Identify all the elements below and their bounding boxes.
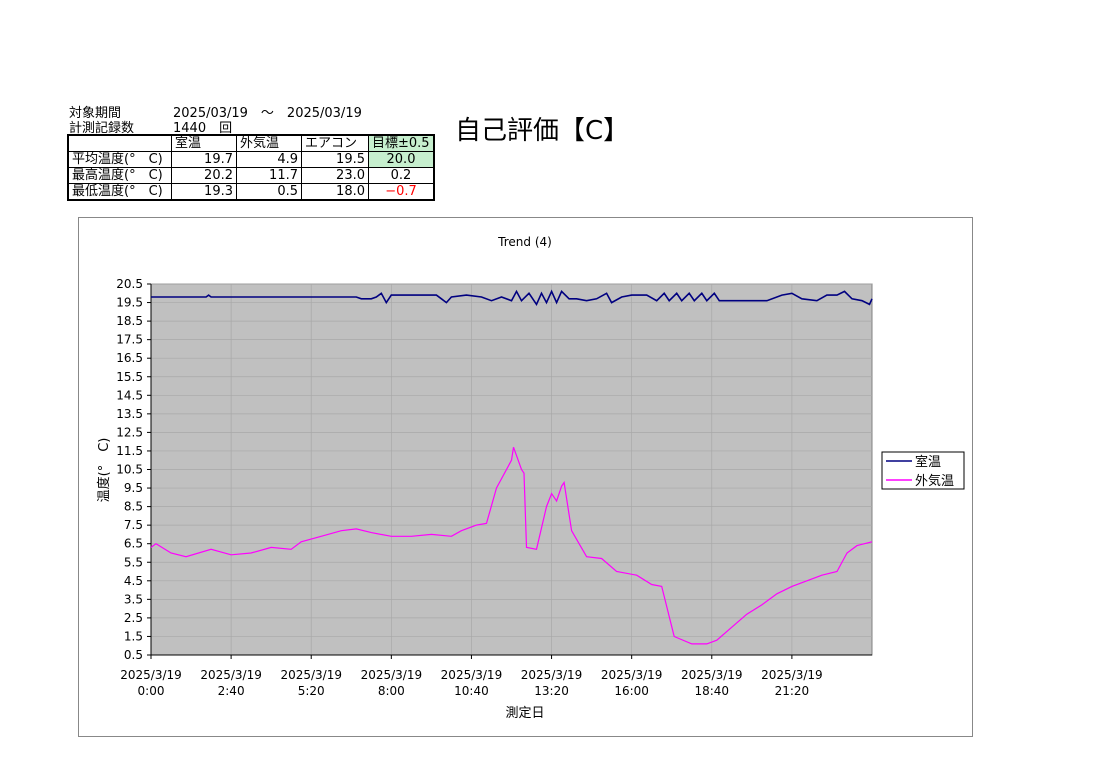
- y-tick-label: 18.5: [116, 314, 143, 328]
- cell: 23.0: [301, 167, 369, 184]
- table-header-row: 室温 外気温 エアコン 目標±0.5: [67, 134, 435, 152]
- x-tick-label-date: 2025/3/19: [681, 668, 743, 682]
- x-tick-label-date: 2025/3/19: [761, 668, 823, 682]
- y-tick-label: 2.5: [124, 611, 143, 625]
- y-tick-label: 9.5: [124, 481, 143, 495]
- y-tick-label: 3.5: [124, 592, 143, 606]
- y-tick-label: 1.5: [124, 629, 143, 643]
- cell: 18.0: [301, 183, 369, 201]
- y-tick-label: 7.5: [124, 518, 143, 532]
- y-tick-label: 10.5: [116, 463, 143, 477]
- x-tick-label-time: 13:20: [534, 684, 569, 698]
- x-tick-label-time: 8:00: [378, 684, 405, 698]
- cell: 0.5: [236, 183, 302, 201]
- count-value: 1440 回: [173, 121, 233, 136]
- legend-label: 室温: [915, 454, 941, 470]
- y-axis-title: 温度(° C): [96, 438, 112, 503]
- legend-label: 外気温: [915, 473, 954, 489]
- x-tick-label-time: 5:20: [298, 684, 325, 698]
- y-tick-label: 16.5: [116, 351, 143, 365]
- legend: 室温 外気温: [881, 451, 965, 490]
- col-header: 室温: [171, 134, 237, 152]
- x-tick-label-time: 21:20: [775, 684, 810, 698]
- table-row: 最高温度(° C) 20.2 11.7 23.0 0.2: [67, 167, 435, 184]
- y-tick-label: 13.5: [116, 407, 143, 421]
- series-line-room: [151, 289, 873, 307]
- x-tick-label-date: 2025/3/19: [200, 668, 262, 682]
- cell: −0.7: [368, 183, 435, 201]
- y-tick-label: 14.5: [116, 388, 143, 402]
- x-tick-label-date: 2025/3/19: [280, 668, 342, 682]
- y-tick-label: 4.5: [124, 574, 143, 588]
- period-value: 2025/03/19 ～ 2025/03/19: [173, 106, 362, 121]
- y-tick-label: 15.5: [116, 370, 143, 384]
- cell: 0.2: [368, 167, 435, 184]
- table-row: 最低温度(° C) 19.3 0.5 18.0 −0.7: [67, 183, 435, 201]
- self-evaluation: 自己評価【C】: [455, 116, 630, 146]
- cell: 20.2: [171, 167, 237, 184]
- summary-table: 室温 外気温 エアコン 目標±0.5 平均温度(° C) 19.7 4.9 19…: [67, 134, 435, 201]
- x-tick-label-date: 2025/3/19: [361, 668, 423, 682]
- x-tick-label-date: 2025/3/19: [441, 668, 503, 682]
- x-tick-label-date: 2025/3/19: [601, 668, 663, 682]
- y-tick-label: 6.5: [124, 537, 143, 551]
- y-tick-label: 11.5: [116, 444, 143, 458]
- x-tick-label-time: 10:40: [454, 684, 489, 698]
- x-tick-label-time: 2:40: [218, 684, 245, 698]
- series-line-outdoor: [150, 446, 873, 645]
- y-tick-label: 20.5: [116, 277, 143, 291]
- y-tick-label: 8.5: [124, 500, 143, 514]
- x-tick-label-date: 2025/3/19: [120, 668, 182, 682]
- period-label: 対象期間: [69, 106, 122, 121]
- col-header: エアコン: [301, 134, 369, 152]
- y-tick-label: 5.5: [124, 555, 143, 569]
- x-axis-title: 測定日: [505, 706, 544, 721]
- chart-frame: [78, 217, 973, 737]
- y-tick-label: 17.5: [116, 333, 143, 347]
- cell: 11.7: [236, 167, 302, 184]
- y-tick-label: 0.5: [124, 648, 143, 662]
- count-label: 計測記録数: [69, 121, 135, 136]
- chart-title: Trend (4): [497, 235, 552, 249]
- y-tick-label: 19.5: [116, 296, 143, 310]
- x-tick-label-time: 16:00: [614, 684, 649, 698]
- x-tick-label-time: 18:40: [694, 684, 729, 698]
- x-tick-label-date: 2025/3/19: [521, 668, 583, 682]
- cell: 19.3: [171, 183, 237, 201]
- row-label: 平均温度(° C): [67, 151, 172, 168]
- y-tick-label: 12.5: [116, 425, 143, 439]
- row-label: 最低温度(° C): [67, 183, 172, 201]
- col-header: 目標±0.5: [368, 134, 435, 152]
- row-label: 最高温度(° C): [67, 167, 172, 184]
- x-tick-label-time: 0:00: [138, 684, 165, 698]
